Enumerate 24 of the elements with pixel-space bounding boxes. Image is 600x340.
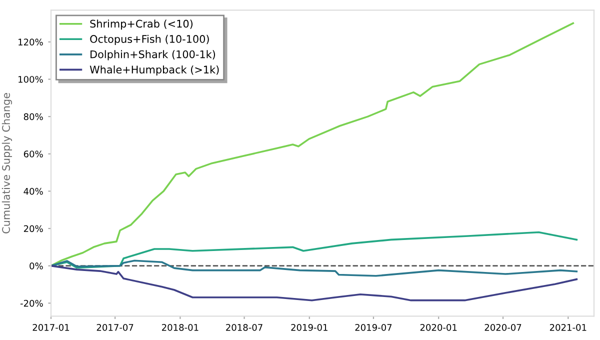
x-tick-label: 2019-01 — [291, 324, 328, 331]
y-tick-label: 80% — [24, 113, 43, 120]
y-tick-label: 20% — [24, 225, 43, 232]
y-tick-label: -20% — [20, 300, 43, 307]
x-tick-label: 2018-07 — [226, 324, 262, 331]
y-tick-label: 0% — [30, 262, 43, 270]
y-tick-label: 60% — [24, 150, 43, 158]
x-tick-label: 2017-01 — [32, 324, 70, 331]
line-series — [51, 260, 578, 277]
legend-label: Dolphin+Shark (100-1k) — [90, 50, 216, 60]
legend-label: Whale+Humpback (>1k) — [90, 65, 219, 76]
line-series — [51, 264, 578, 302]
x-tick-label: 2020-07 — [484, 324, 522, 331]
x-tick-label: 2019-07 — [355, 324, 392, 331]
y-tick-label: 120% — [18, 38, 43, 46]
y-tick-label: 40% — [24, 188, 43, 195]
x-tick-label: 2017-07 — [96, 324, 134, 331]
legend-label: Octopus+Fish (10-100) — [90, 34, 209, 45]
x-tick-label: 2021-01 — [550, 324, 586, 331]
y-axis-title: Cumulative Supply Change — [2, 93, 12, 234]
x-tick-label: 2020-01 — [420, 324, 457, 331]
y-tick-label: 100% — [18, 76, 43, 83]
legend-label: Shrimp+Crab (<10) — [90, 20, 192, 30]
x-tick-label: 2018-01 — [162, 324, 198, 331]
